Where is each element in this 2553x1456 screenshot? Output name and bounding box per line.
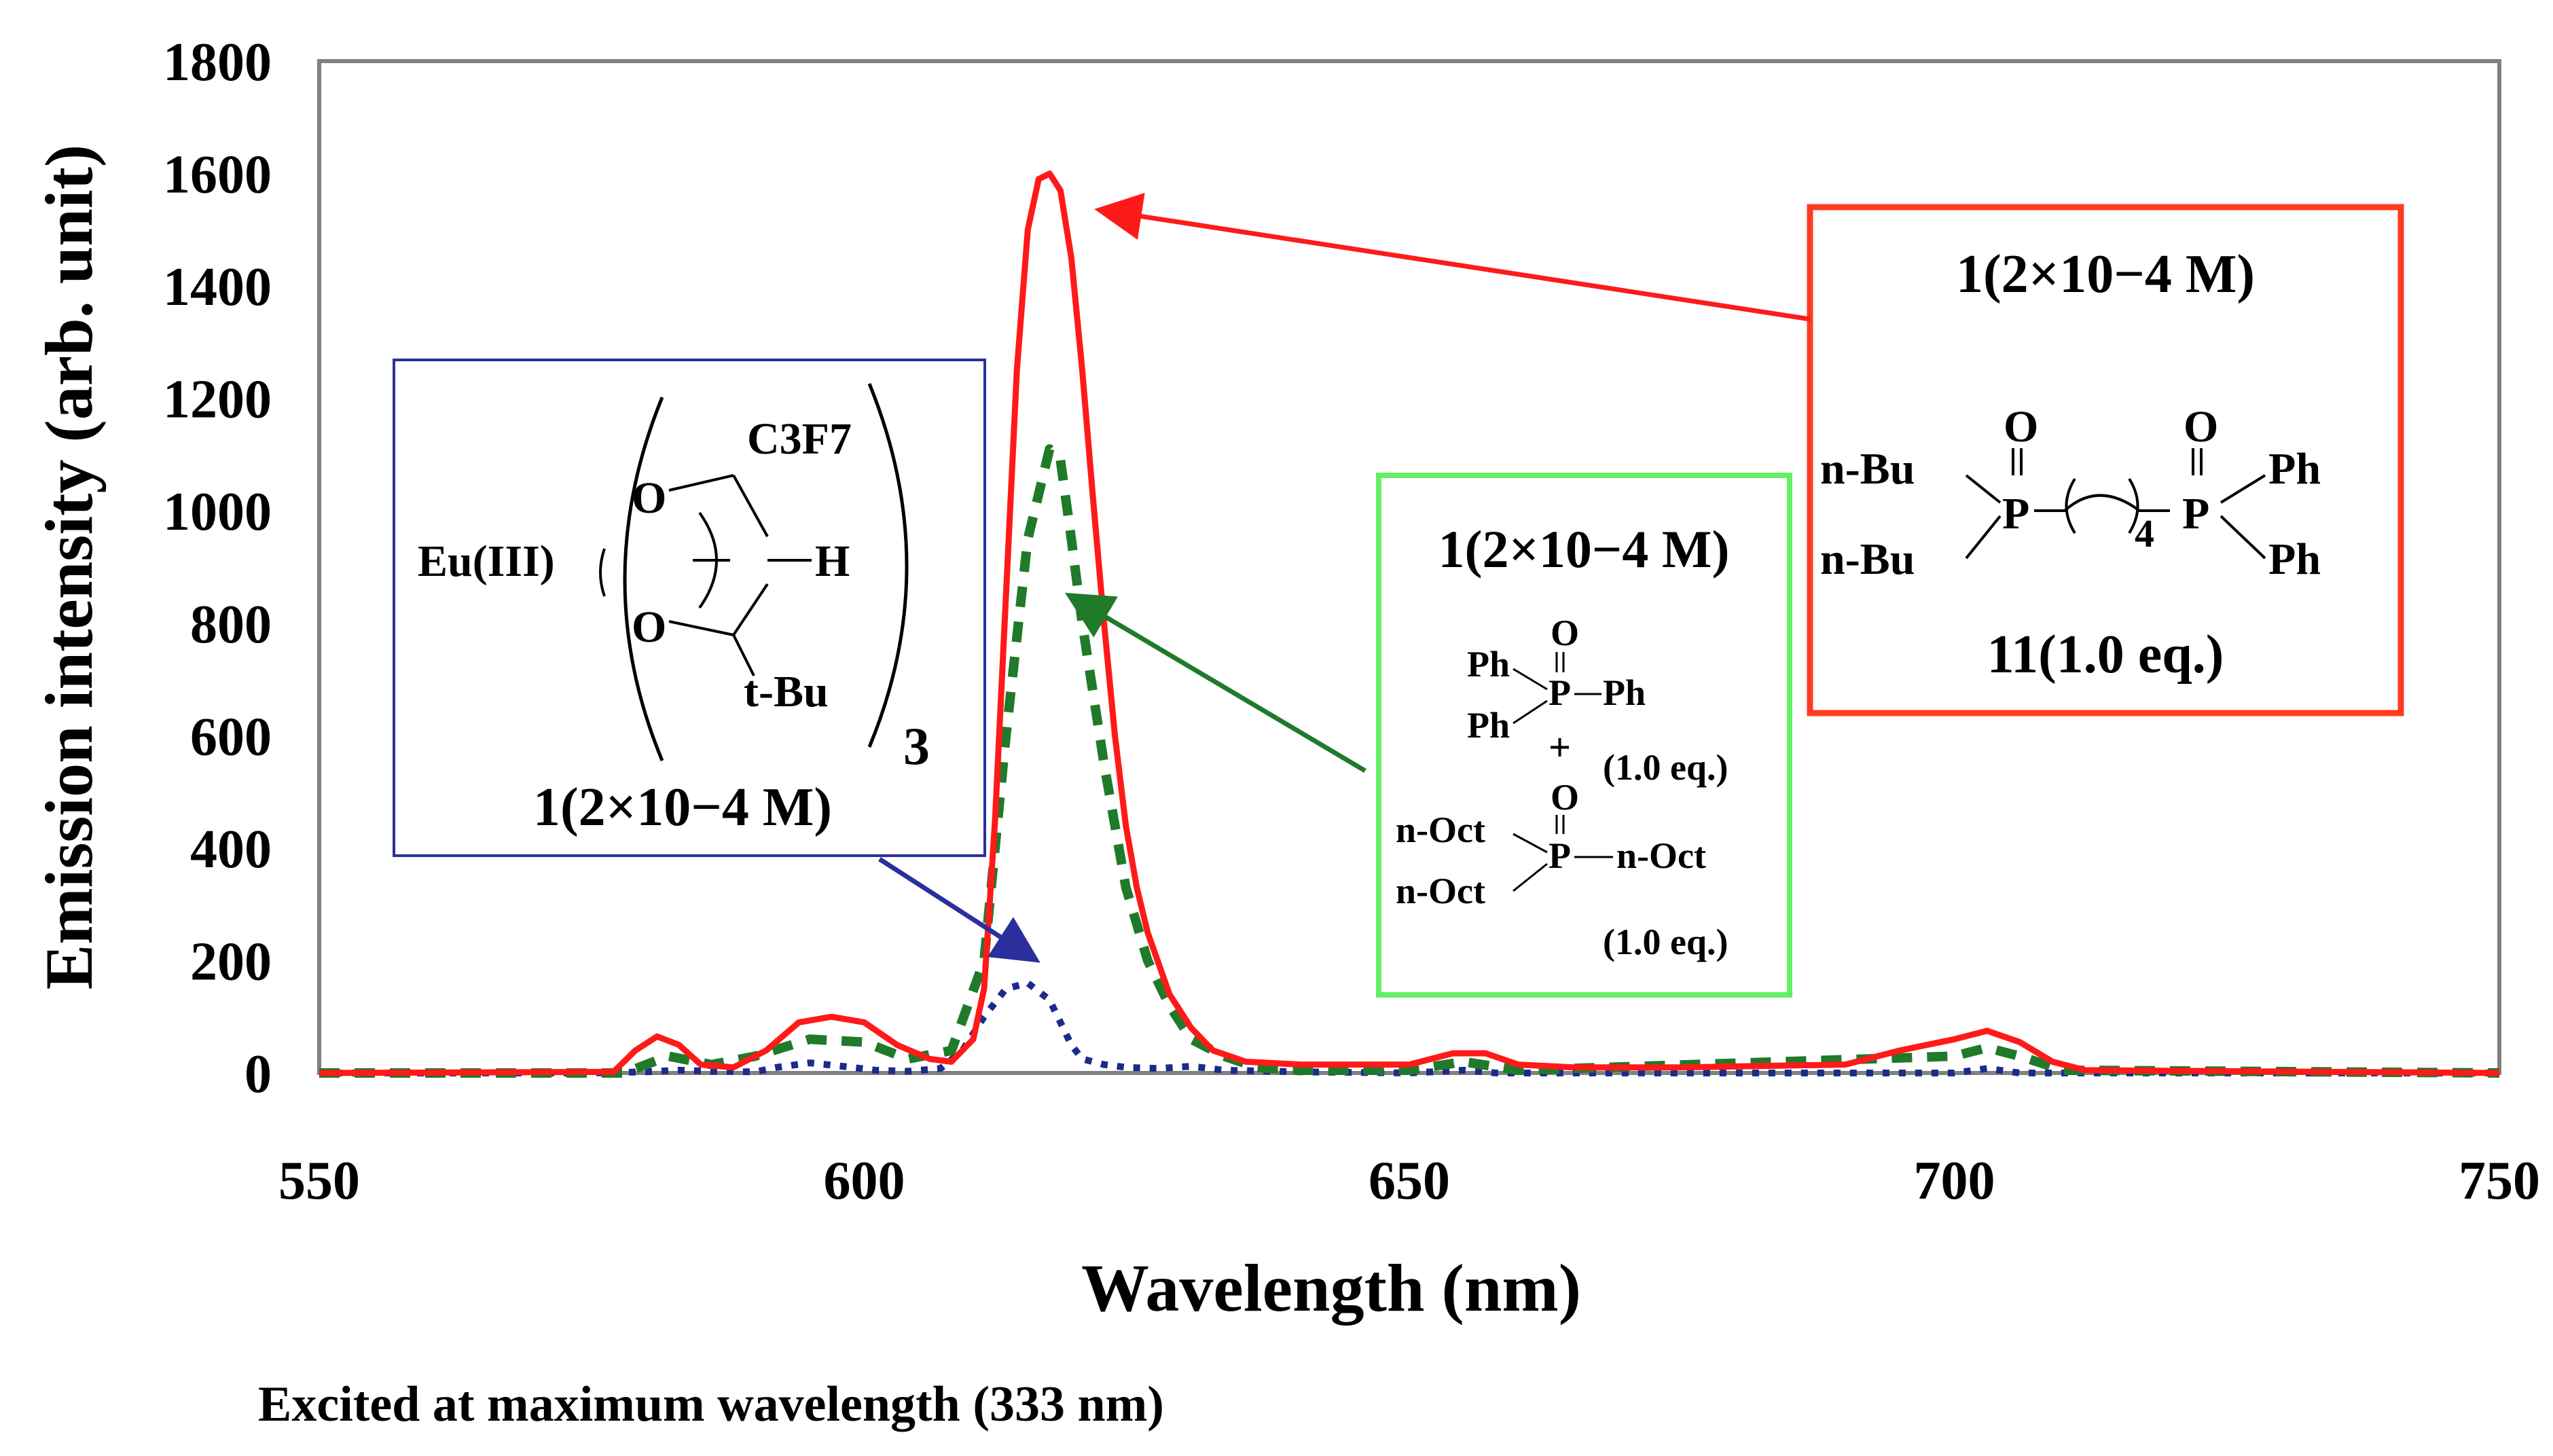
red-annotation: 1(2×10−4 M) O P n-Bu n-Bu 4 O P Ph Ph 11… [1807, 204, 2404, 716]
blue-annotation-box [393, 359, 986, 857]
tpo-ph-3: Ph [1467, 705, 1510, 746]
blue-annotation: Eu(III) O O C3F7 H t-Bu 3 1(2×10−4 M) [393, 359, 986, 857]
eu-bond-bracket [599, 548, 606, 597]
green-eq-1: (1.0 eq.) [1603, 747, 1728, 788]
right-bond-ph1 [2220, 474, 2266, 504]
x-tick-label: 700 [1914, 1151, 1995, 1211]
right-phosphorus: P [2182, 489, 2209, 539]
green-plus: + [1549, 725, 1571, 769]
series-line-solid [319, 170, 2500, 1076]
y-tick-label: 0 [245, 1044, 272, 1104]
topo-bond-1 [1513, 833, 1548, 854]
bond-c-c-bottom [732, 583, 769, 636]
bond-o-c-bottom [668, 620, 734, 636]
bond-o-c-top [668, 474, 734, 492]
oxygen-top: O [632, 473, 666, 523]
c3f7-label: C3F7 [747, 414, 852, 464]
topo-oxygen: O [1551, 777, 1579, 818]
series-group [319, 170, 2500, 1078]
right-paren [867, 383, 909, 748]
tpo-oxygen: O [1551, 613, 1579, 653]
red-title: 1(2×10−4 M) [1956, 244, 2255, 304]
topo-oct-1: n-Oct [1396, 809, 1485, 850]
left-bond-bu2 [1965, 515, 2002, 560]
count-subscript: 3 [903, 716, 930, 776]
x-tick-label: 650 [1369, 1151, 1450, 1211]
oxygen-bottom: O [632, 602, 666, 652]
excitation-note: Excited at maximum wavelength (333 nm) [258, 1377, 1164, 1432]
green-annotation-box [1376, 473, 1792, 998]
y-axis-ticks: 0 200 400 600 800 1000 1200 1400 1600 1800 [163, 33, 272, 1104]
eu-label: Eu(III) [418, 536, 555, 586]
x-tick-label: 550 [278, 1151, 360, 1211]
topo-bond-3 [1513, 862, 1548, 892]
y-axis-title: Emission intensity (arb. unit) [31, 145, 107, 990]
tbu-label: t-Bu [744, 667, 829, 716]
y-tick-label: 1000 [163, 482, 272, 542]
nbu-1: n-Bu [1820, 444, 1915, 494]
tpo-bond-3 [1513, 699, 1548, 725]
y-tick-label: 600 [190, 707, 272, 767]
series-line-dotted [319, 979, 2499, 1076]
nbu-2: n-Bu [1820, 534, 1915, 584]
topo-oct-2: n-Oct [1616, 835, 1706, 876]
right-bond-ph2 [2220, 515, 2266, 560]
tpo-ph-2: Ph [1603, 672, 1646, 713]
topo-phosphorus: P [1549, 835, 1571, 876]
right-oxygen: O [2184, 402, 2218, 452]
bond-c-tbu [732, 634, 755, 676]
blue-caption: 1(2×10−4 M) [533, 778, 832, 837]
green-arrow [1064, 592, 1366, 774]
red-caption: 11(1.0 eq.) [1987, 625, 2224, 685]
x-tick-label: 750 [2459, 1151, 2540, 1211]
chain-left-paren [2065, 477, 2076, 534]
hydrogen-label: H [815, 536, 850, 586]
red-annotation-box [1807, 204, 2404, 716]
left-bond-bu1 [1965, 474, 2002, 504]
left-oxygen: O [2004, 402, 2038, 452]
topo-oct-3: n-Oct [1396, 871, 1485, 911]
series-line-dashed [319, 444, 2500, 1078]
ph-2: Ph [2268, 534, 2321, 584]
tpo-bond-1 [1513, 668, 1548, 691]
y-tick-label: 1200 [163, 370, 272, 430]
x-tick-label: 600 [824, 1151, 905, 1211]
chain-bond [2034, 494, 2170, 512]
y-tick-label: 1800 [163, 33, 272, 92]
blue-arrow [878, 857, 1040, 963]
chain-subscript: 4 [2135, 511, 2154, 556]
left-paren [623, 397, 664, 761]
tpo-phosphorus: P [1549, 672, 1571, 713]
left-phosphorus: P [2002, 489, 2029, 539]
chain-right-paren [2128, 477, 2139, 534]
y-tick-label: 200 [190, 932, 272, 991]
y-tick-label: 1400 [163, 257, 272, 317]
green-eq-2: (1.0 eq.) [1603, 922, 1728, 962]
ph-1: Ph [2268, 444, 2321, 494]
bond-c-c-top [732, 475, 769, 537]
y-tick-label: 1600 [163, 145, 272, 205]
x-axis-title: Wavelength (nm) [1081, 1250, 1581, 1326]
tpo-ph-1: Ph [1467, 644, 1510, 685]
y-tick-label: 400 [190, 820, 272, 879]
y-tick-label: 800 [190, 595, 272, 655]
green-annotation: 1(2×10−4 M) O P Ph Ph Ph + (1.0 eq.) O P… [1376, 473, 1792, 998]
red-arrow [1094, 192, 1811, 322]
green-title: 1(2×10−4 M) [1438, 520, 1730, 579]
x-axis-ticks: 550 600 650 700 750 [278, 1151, 2540, 1211]
